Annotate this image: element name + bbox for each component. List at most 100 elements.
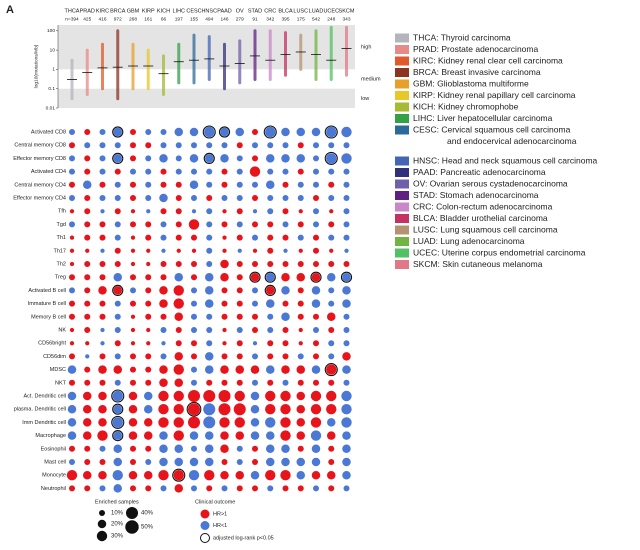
bubble (296, 457, 305, 467)
bubble (160, 485, 167, 492)
size-key-label: 20% (111, 522, 124, 528)
row-label: NK (58, 327, 66, 333)
bubble (144, 418, 153, 427)
bubble (236, 353, 243, 360)
legend-label: OV: Ovarian serous cystadenocarcinoma (413, 178, 568, 188)
bubble (282, 300, 289, 307)
bubble (112, 417, 123, 428)
bubble (113, 365, 122, 374)
bubble (129, 128, 137, 136)
bubble (99, 234, 106, 241)
bubble (68, 221, 76, 228)
bubble (298, 209, 303, 214)
outcome-key (200, 509, 210, 519)
column-label: PRAD (80, 8, 95, 14)
legend-swatch (395, 179, 409, 189)
bubble (145, 274, 152, 281)
bubble (175, 260, 182, 268)
bubble (68, 128, 76, 136)
legend-label: CESC: Cervical squamous cell carcinoma (413, 124, 571, 134)
y-tick-label: 0.1 (48, 86, 55, 92)
bubble (99, 445, 106, 452)
bubble (145, 313, 152, 320)
bubble (206, 142, 213, 149)
significance-ring (263, 125, 277, 139)
bubble (99, 194, 106, 202)
bubble (312, 340, 320, 347)
bubble (311, 444, 321, 454)
legend-swatch (395, 56, 409, 66)
bubble (267, 485, 274, 492)
bubble (204, 469, 215, 481)
bubble (68, 142, 76, 149)
bubble (129, 155, 137, 162)
bubble (129, 142, 137, 149)
bubble (158, 403, 169, 415)
bubble (83, 418, 92, 427)
bubble (84, 326, 91, 334)
bubble (281, 154, 290, 163)
bubble (205, 154, 214, 163)
bubble (343, 234, 350, 241)
bubble (174, 444, 183, 454)
bubble (343, 142, 350, 149)
y-axis-label: log10(mutations/Mb) (33, 44, 39, 88)
legend-label: LUSC: Lung squamous cell carcinoma (413, 224, 558, 234)
bubble (129, 458, 137, 466)
bubble (189, 457, 199, 467)
bubble (145, 181, 152, 188)
bubble (251, 128, 259, 136)
bubble (311, 457, 321, 467)
bubble (342, 444, 351, 454)
bubble (282, 181, 289, 188)
bubble (83, 391, 92, 401)
bubble (205, 431, 214, 440)
bubble (282, 340, 289, 347)
column-label: SKCM (339, 8, 355, 14)
bubble (236, 326, 243, 334)
bubble (312, 168, 320, 175)
row-label: Act. Dendritic cell (24, 393, 67, 399)
bubble (206, 168, 213, 175)
significance-ring (264, 284, 276, 296)
bubble (173, 298, 184, 309)
bubble (251, 287, 259, 294)
bubble (190, 260, 198, 268)
bubble (85, 248, 90, 253)
bubble (187, 389, 201, 403)
bubble (145, 168, 152, 175)
bubble (312, 234, 320, 241)
bubble (249, 166, 261, 177)
legend-swatch (395, 260, 409, 269)
bubble (328, 458, 335, 466)
bubble (189, 431, 199, 440)
bubble (342, 299, 351, 308)
bubble (328, 485, 335, 492)
column-label: LUAD (309, 8, 324, 14)
bubble (160, 234, 167, 241)
band-label: high (361, 45, 371, 51)
bubble (297, 313, 304, 320)
bubble (297, 379, 304, 386)
significance-ring (112, 403, 124, 415)
row-label: Central memory CD4 (14, 182, 66, 188)
bubble (251, 142, 259, 149)
n-label: 542 (312, 16, 320, 22)
legend-label: LIHC: Liver hepatocellular carcinoma (413, 113, 553, 123)
bubble (328, 181, 335, 188)
bubble (250, 470, 260, 480)
bubble (204, 126, 215, 138)
bubble (312, 194, 320, 202)
bubble (84, 142, 91, 149)
bubble (175, 208, 182, 215)
bubble (296, 127, 305, 137)
bubble (282, 485, 289, 492)
bubble (68, 379, 76, 386)
bubble (312, 208, 320, 215)
bubble (100, 248, 105, 253)
bubble (84, 208, 91, 215)
size-key (125, 520, 139, 534)
bubble (158, 390, 169, 402)
bubble (266, 272, 275, 282)
bubble (173, 403, 184, 415)
